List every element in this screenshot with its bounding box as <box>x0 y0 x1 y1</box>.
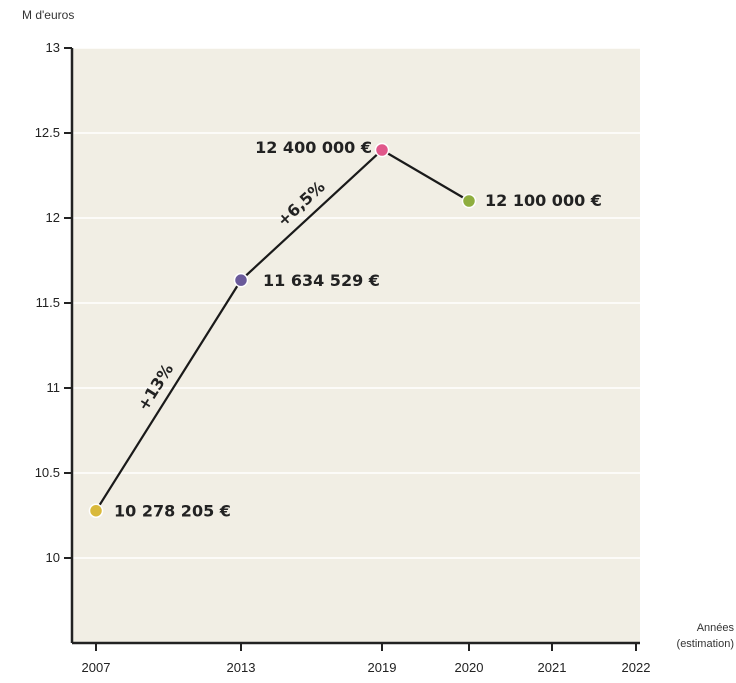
data-label: 11 634 529 € <box>263 271 380 290</box>
data-label: 10 278 205 € <box>114 502 231 521</box>
y-tick-label: 12.5 <box>35 125 60 140</box>
x-tick-label: 2019 <box>368 660 397 675</box>
y-ticks: 10 10.5 11 11.5 12 12.5 13 <box>35 40 72 565</box>
data-point <box>233 272 249 288</box>
y-tick-label: 12 <box>46 210 60 225</box>
data-point <box>461 193 477 209</box>
x-ticks: 2007 2013 2019 2020 2021 2022 <box>82 643 651 675</box>
plot-background <box>72 48 640 643</box>
x-tick-label: 2013 <box>227 660 256 675</box>
axes <box>70 48 640 645</box>
data-label: 12 100 000 € <box>485 191 602 210</box>
data-point <box>88 503 104 518</box>
x-axis-label: Années (estimation) <box>677 620 734 652</box>
x-tick-label: 2021 <box>538 660 567 675</box>
data-point <box>374 142 390 158</box>
y-unit-label: M d'euros <box>22 8 75 22</box>
y-tick-label: 13 <box>46 40 60 55</box>
y-tick-label: 10.5 <box>35 465 60 480</box>
x-axis-label-line1: Années <box>696 622 734 634</box>
gridlines <box>72 47 640 559</box>
y-tick-label: 11.5 <box>36 295 60 310</box>
x-tick-label: 2022 <box>622 660 651 675</box>
x-axis-label-line2: (estimation) <box>676 638 734 650</box>
series-line <box>95 148 470 512</box>
y-tick-label: 10 <box>46 550 60 565</box>
data-label: 12 400 000 € <box>255 138 372 157</box>
x-tick-label: 2020 <box>455 660 484 675</box>
x-tick-label: 2007 <box>82 660 111 675</box>
series: 10 278 205 € 11 634 529 € 12 400 000 € 12 1… <box>88 138 602 521</box>
y-tick-label: 11 <box>47 380 61 395</box>
